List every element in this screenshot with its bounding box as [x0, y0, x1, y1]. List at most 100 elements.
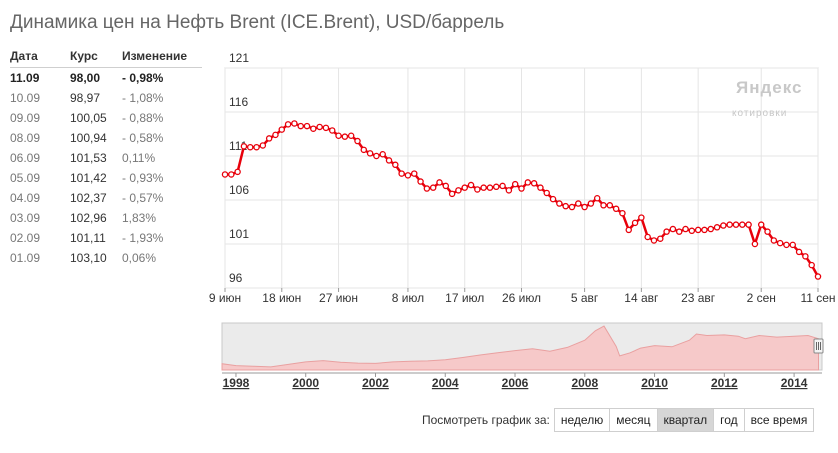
- navigator-tick-label: 2008: [571, 376, 598, 390]
- data-point: [221, 171, 229, 178]
- x-tick-label: 27 июн: [319, 291, 358, 305]
- data-point: [612, 205, 620, 213]
- watermark-sub: котировки: [732, 108, 787, 119]
- period-label: Посмотреть график за:: [422, 413, 550, 427]
- x-tick-label: 9 июн: [209, 291, 241, 305]
- data-point: [486, 184, 494, 191]
- data-point: [240, 143, 248, 150]
- period-all-button[interactable]: все время: [743, 408, 815, 432]
- data-point: [455, 187, 462, 194]
- row-rate: 100,94: [70, 131, 107, 145]
- row-date: 02.09: [10, 231, 41, 245]
- data-point: [480, 184, 487, 191]
- data-point: [228, 171, 235, 178]
- data-point: [776, 239, 784, 247]
- data-point: [751, 240, 759, 248]
- header-change: Изменение: [122, 48, 202, 68]
- navigator-area: [221, 325, 820, 371]
- data-point: [682, 225, 689, 233]
- row-date: 06.09: [10, 151, 41, 165]
- row-rate: 98,97: [70, 91, 101, 105]
- table-row: 08.09 100,94 - 0,58%: [10, 128, 202, 148]
- data-point: [291, 120, 298, 127]
- data-point: [808, 261, 815, 269]
- data-point: [303, 122, 311, 130]
- row-date: 08.09: [10, 131, 41, 145]
- data-point: [757, 221, 765, 228]
- data-point: [379, 150, 386, 158]
- data-point: [392, 161, 399, 169]
- x-tick-label: 18 июн: [262, 291, 301, 305]
- data-point: [347, 132, 355, 140]
- data-point: [322, 124, 330, 132]
- data-point: [284, 121, 292, 128]
- row-change: 1,83%: [122, 211, 157, 225]
- data-point: [511, 180, 519, 188]
- x-tick-label: 23 авг: [681, 291, 716, 305]
- row-change: 0,11%: [122, 151, 156, 165]
- row-date: 09.09: [10, 111, 41, 125]
- row-change: - 0,98%: [122, 71, 164, 85]
- row-rate: 101,53: [70, 151, 107, 165]
- data-point: [795, 248, 803, 256]
- table-row: 06.09 101,53 0,11%: [10, 148, 202, 168]
- data-point: [625, 226, 632, 234]
- period-week-button[interactable]: неделю: [553, 408, 610, 432]
- row-change: 0,06%: [122, 251, 157, 265]
- data-point: [411, 170, 418, 177]
- row-change: - 1,08%: [122, 91, 164, 105]
- row-date: 04.09: [10, 191, 41, 205]
- data-point: [354, 137, 361, 145]
- table-row: 03.09 102,96 1,83%: [10, 208, 202, 228]
- table-row: 10.09 98,97 - 1,08%: [10, 88, 202, 108]
- data-point: [360, 146, 368, 154]
- navigator-tick-label: 2014: [781, 376, 808, 390]
- row-rate: 101,11: [70, 231, 106, 245]
- watermark-brand: Яндекс: [736, 78, 802, 97]
- period-month-button[interactable]: месяц: [609, 408, 657, 432]
- row-change: - 0,93%: [122, 171, 164, 185]
- data-point: [713, 224, 721, 231]
- data-point: [423, 185, 431, 192]
- table-row: 05.09 101,42 - 0,93%: [10, 168, 202, 188]
- data-point: [373, 152, 380, 160]
- data-point: [568, 203, 576, 211]
- data-point: [272, 131, 279, 139]
- quotes-table: Дата Курс Изменение 11.09 98,00 - 0,98% …: [10, 48, 202, 268]
- navigator-tick-label: 2012: [711, 376, 738, 390]
- period-quarter-button[interactable]: квартал: [656, 408, 714, 432]
- data-point: [556, 200, 563, 207]
- data-point: [278, 126, 286, 133]
- data-point: [341, 133, 349, 140]
- data-point: [587, 200, 595, 207]
- y-tick-label: 106: [229, 183, 249, 197]
- navigator-tick-label: 2000: [292, 376, 319, 390]
- data-point: [675, 228, 683, 235]
- data-point: [631, 219, 639, 227]
- row-rate: 100,05: [70, 111, 107, 125]
- data-point: [310, 125, 317, 132]
- data-point: [493, 183, 500, 191]
- data-point: [802, 253, 809, 260]
- data-point: [474, 186, 481, 193]
- data-point: [688, 227, 696, 235]
- period-year-button[interactable]: год: [713, 408, 744, 432]
- data-point: [537, 184, 544, 191]
- data-point: [429, 184, 437, 191]
- x-tick-label: 8 июл: [392, 291, 424, 305]
- data-point: [499, 182, 506, 190]
- data-point: [606, 202, 614, 209]
- navigator-chart[interactable]: 1998 2000 2002 2004 2006 2008 2010 2012 2014: [221, 322, 824, 390]
- data-point: [543, 189, 550, 197]
- row-date: 05.09: [10, 171, 41, 185]
- y-tick-label: 101: [229, 227, 249, 241]
- data-point: [417, 178, 424, 185]
- row-date: 10.09: [10, 91, 41, 105]
- y-tick-label: 96: [229, 271, 243, 285]
- table-row: 02.09 101,11 - 1,93%: [10, 228, 202, 248]
- data-point: [253, 143, 260, 151]
- data-point: [316, 123, 323, 131]
- row-change: - 0,88%: [122, 111, 164, 125]
